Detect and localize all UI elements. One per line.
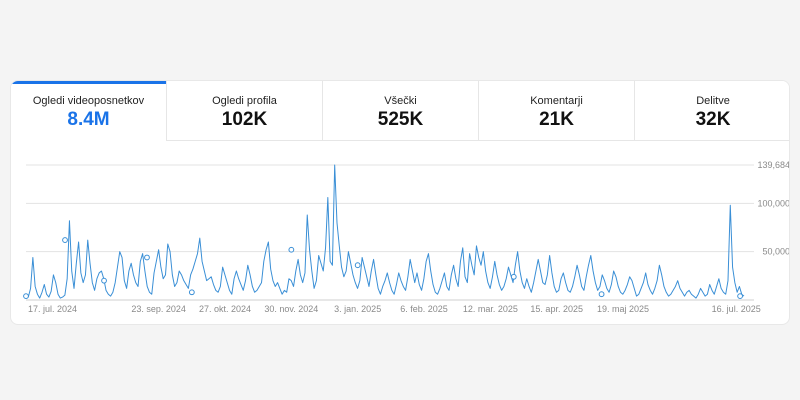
data-point-marker[interactable] — [23, 293, 29, 300]
x-tick-label: 27. okt. 2024 — [199, 304, 251, 314]
chart-grid — [26, 164, 754, 253]
y-tick-label: 50,000 — [762, 247, 790, 257]
tab-profile-views[interactable]: Ogledi profila 102K — [167, 81, 323, 141]
data-point-marker[interactable] — [62, 237, 68, 243]
tab-video-views[interactable]: Ogledi videoposnetkov 8.4M — [11, 81, 167, 141]
tab-value: 21K — [539, 109, 574, 130]
data-point-marker[interactable] — [737, 293, 743, 300]
data-point-marker[interactable] — [101, 277, 107, 284]
tab-label: Všečki — [384, 95, 417, 107]
series-line — [25, 164, 745, 299]
tab-comments[interactable]: Komentarji 21K — [479, 81, 635, 141]
x-tick-label: 3. jan. 2025 — [334, 304, 381, 314]
x-axis-ticks: 17. jul. 2024 23. sep. 2024 27. okt. 2024 3… — [28, 304, 761, 314]
metric-tabs: Ogledi videoposnetkov 8.4M Ogledi profil… — [11, 81, 789, 141]
tab-label: Komentarji — [530, 95, 583, 107]
x-tick-label: 12. mar. 2025 — [463, 304, 518, 314]
tab-value: 525K — [377, 109, 424, 130]
x-tick-label: 15. apr. 2025 — [530, 304, 583, 314]
x-tick-label: 17. jul. 2024 — [28, 304, 77, 314]
data-point-marker[interactable] — [510, 273, 517, 280]
tab-likes[interactable]: Všečki 525K — [323, 81, 479, 141]
y-axis-ticks: 139,684 100,000 50,000 — [757, 160, 790, 257]
tab-value: 32K — [695, 109, 731, 130]
y-tick-label: 139,684 — [757, 160, 790, 170]
x-tick-label: 23. sep. 2024 — [131, 304, 186, 314]
tab-label: Ogledi profila — [212, 95, 277, 107]
tab-label: Delitve — [696, 95, 730, 107]
y-tick-label: 100,000 — [757, 198, 790, 208]
tab-shares[interactable]: Delitve 32K — [635, 81, 789, 141]
line-chart-svg: 139,684 100,000 50,000 17. jul. 2024 23. se… — [23, 160, 790, 314]
data-point-marker[interactable] — [188, 289, 195, 296]
x-tick-label: 16. jul. 2025 — [712, 304, 761, 314]
data-point-marker[interactable] — [354, 262, 361, 269]
data-point-marker[interactable] — [144, 254, 150, 261]
analytics-card: Ogledi videoposnetkov 8.4M Ogledi profil… — [10, 80, 790, 325]
x-tick-label: 6. feb. 2025 — [400, 304, 448, 314]
data-point-marker[interactable] — [288, 246, 295, 253]
x-tick-label: 19. maj 2025 — [597, 304, 649, 314]
tab-label: Ogledi videoposnetkov — [32, 95, 145, 107]
chart-markers — [23, 237, 743, 300]
data-point-marker[interactable] — [598, 291, 605, 298]
tab-value: 102K — [221, 109, 268, 130]
tab-value: 8.4M — [67, 109, 110, 130]
x-tick-label: 30. nov. 2024 — [264, 304, 318, 314]
views-chart[interactable]: 139,684 100,000 50,000 17. jul. 2024 23. se… — [11, 141, 790, 324]
